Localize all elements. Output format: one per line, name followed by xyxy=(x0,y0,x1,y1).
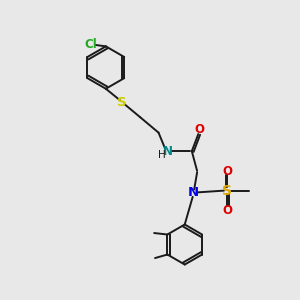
Text: Cl: Cl xyxy=(85,38,98,51)
Text: O: O xyxy=(194,124,204,136)
Text: O: O xyxy=(222,204,233,217)
Text: N: N xyxy=(188,187,199,200)
Text: N: N xyxy=(163,145,173,158)
Text: S: S xyxy=(117,95,127,109)
Text: O: O xyxy=(222,165,233,178)
Text: S: S xyxy=(222,184,233,198)
Text: H: H xyxy=(158,150,166,160)
